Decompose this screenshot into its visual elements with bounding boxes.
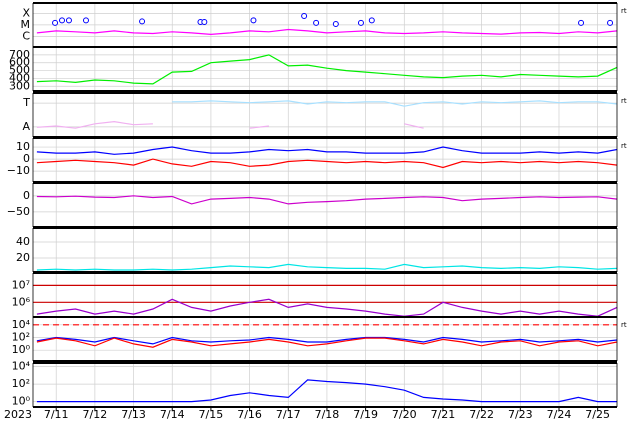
y-tick-label: 20 <box>16 251 30 264</box>
y-tick-label: X <box>22 6 30 19</box>
flare-marker <box>578 19 585 26</box>
y-tick-label: 10⁷ <box>12 278 30 291</box>
y-tick-label: 0 <box>23 152 30 165</box>
y-tick-label: T <box>22 96 30 109</box>
x-tick-label: 7/15 <box>199 408 224 421</box>
series-line <box>36 54 618 85</box>
flare-marker <box>332 20 339 27</box>
y-tick-label: 10² <box>12 331 30 344</box>
flare-marker <box>52 19 59 26</box>
series-line <box>36 120 424 129</box>
y-tick-label: 10² <box>12 377 30 390</box>
panel-background <box>33 363 617 407</box>
x-tick-label: 7/25 <box>585 408 610 421</box>
series-line <box>36 263 618 271</box>
series-line <box>36 195 618 205</box>
y-tick-label: 40 <box>16 235 30 248</box>
y-tick-label: 0 <box>23 189 30 202</box>
flare-marker <box>59 17 66 24</box>
flare-marker <box>607 19 614 26</box>
y-tick-label: −10 <box>7 164 30 177</box>
x-tick-label: 7/16 <box>237 408 262 421</box>
y-tick-label: 10⁶ <box>12 295 31 308</box>
x-tick-label: 7/22 <box>469 408 494 421</box>
x-tick-label: 7/23 <box>508 408 533 421</box>
y-tick-label: −50 <box>7 205 30 218</box>
y-tick-label: 400 <box>9 71 30 84</box>
flare-marker <box>368 17 375 24</box>
year-label: 2023 <box>4 408 32 421</box>
series-line <box>172 100 618 107</box>
y-tick-label: 10⁴ <box>12 360 31 373</box>
panel-note: rt <box>621 7 627 15</box>
flare-marker <box>357 19 364 26</box>
panel-note: rt <box>621 142 627 150</box>
series-line <box>36 336 618 345</box>
series-line <box>36 337 618 348</box>
x-tick-label: 7/19 <box>353 408 378 421</box>
x-tick-label: 7/24 <box>547 408 572 421</box>
y-tick-label: 600 <box>9 56 30 69</box>
panel-note: rt <box>621 321 627 329</box>
y-tick-label: C <box>22 29 30 42</box>
series-line <box>36 146 618 155</box>
y-tick-label: M <box>21 18 31 31</box>
x-tick-label: 7/18 <box>315 408 340 421</box>
panel-background <box>33 183 617 227</box>
x-tick-label: 7/11 <box>44 408 69 421</box>
flare-marker <box>65 17 72 24</box>
series-line <box>36 28 618 36</box>
panel-background <box>33 273 617 317</box>
x-tick-label: 7/13 <box>121 408 146 421</box>
y-tick-label: 10 <box>16 140 30 153</box>
y-tick-label: 10⁴ <box>12 318 31 331</box>
x-tick-label: 7/17 <box>276 408 301 421</box>
flare-marker <box>313 19 320 26</box>
flare-marker <box>201 18 208 25</box>
flare-marker <box>82 17 89 24</box>
panel-background <box>33 93 617 137</box>
panel-background <box>33 228 617 272</box>
series-line <box>36 158 618 169</box>
x-tick-label: 7/20 <box>392 408 417 421</box>
y-tick-label: 300 <box>9 79 30 92</box>
y-tick-label: A <box>22 120 30 133</box>
panel-background <box>33 138 617 182</box>
y-tick-label: 500 <box>9 64 30 77</box>
series-line <box>36 298 618 317</box>
x-tick-label: 7/12 <box>83 408 108 421</box>
flare-marker <box>301 12 308 19</box>
x-tick-label: 7/14 <box>160 408 185 421</box>
series-line <box>36 379 617 403</box>
flare-marker <box>250 17 257 24</box>
y-tick-label: 10⁰ <box>12 343 31 356</box>
panel-note: rt <box>621 97 627 105</box>
flare-marker <box>139 18 146 25</box>
y-tick-label: 10⁰ <box>12 395 31 408</box>
y-tick-label: 700 <box>9 48 30 61</box>
panel-background <box>33 47 617 91</box>
x-tick-label: 7/21 <box>431 408 456 421</box>
